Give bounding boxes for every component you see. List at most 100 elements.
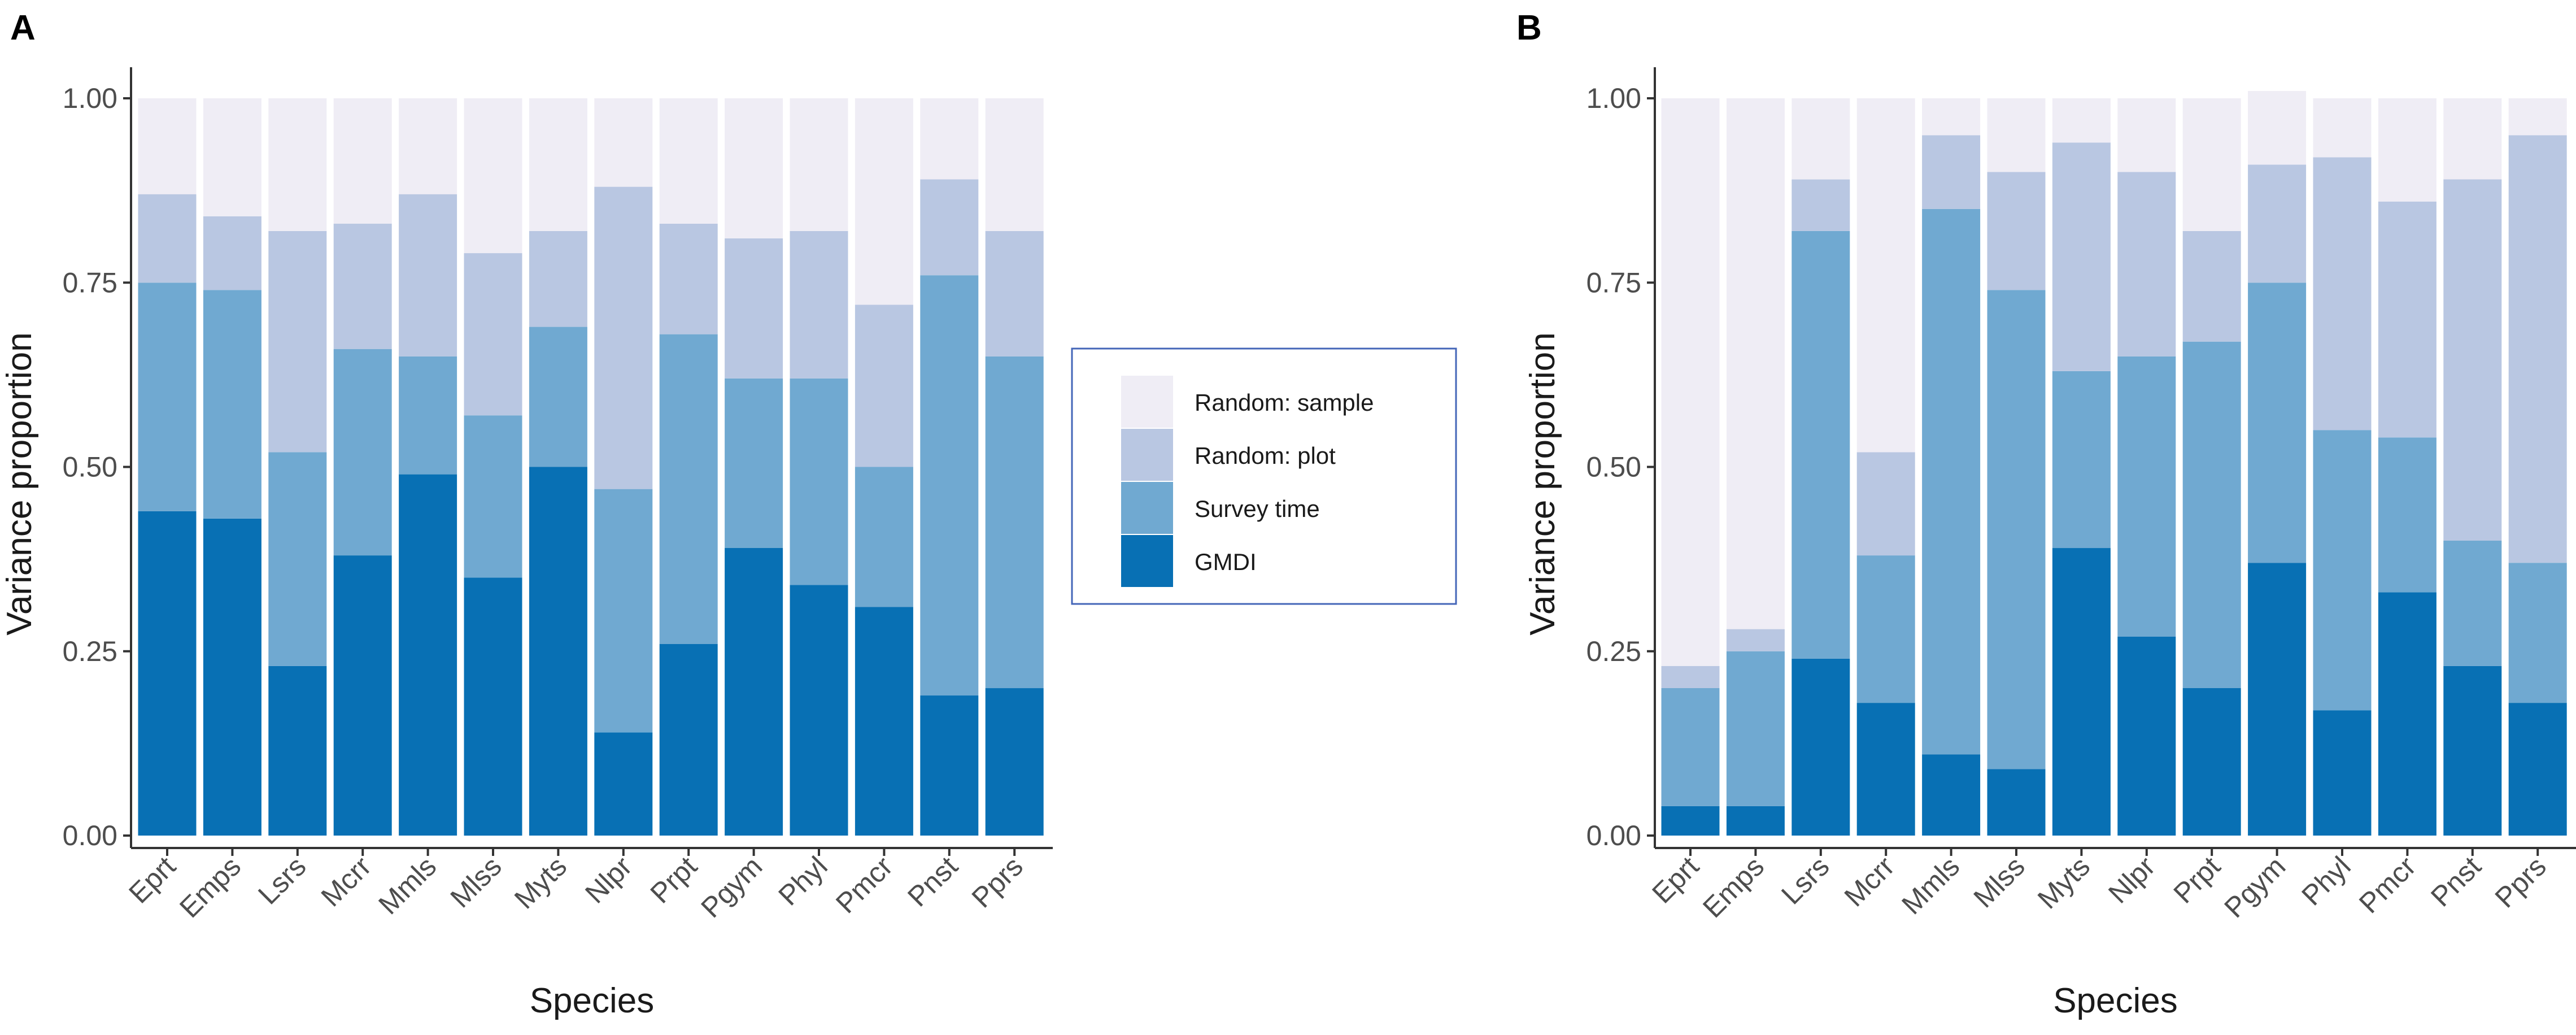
panel-b-bar-myts-random-plot [2052, 142, 2111, 371]
panel-a-x-axis-title: Species [530, 981, 655, 1020]
panel-a-x-tick-label-pprs: Pprs [966, 850, 1029, 914]
panel-b-bar-myts-survey-time [2052, 371, 2111, 549]
panel-b-bar-pnst-random-sample [2443, 98, 2502, 180]
panel-a-x-tick-label-emps: Emps [173, 850, 247, 924]
panel-a-bar-pmcr-random-plot [855, 305, 913, 467]
panel-a-bar-myts-random-sample [529, 98, 587, 231]
panel-b-bar-prpt-survey-time [2182, 341, 2241, 688]
panel-b-bar-lsrs-gmdi [1792, 658, 1850, 836]
panel-a-bar-pgym-random-sample [725, 98, 783, 238]
panel-a-x-tick-label-mcrr: Mcrr [315, 850, 377, 912]
panel-b-y-tick-label-0-75: 0.75 [1586, 267, 1641, 298]
panel-a-x-tick-label-pmcr: Pmcr [830, 850, 899, 919]
panel-b-bar-mlss-survey-time [1987, 290, 2046, 769]
panel-a-x-tick-label-lsrs: Lsrs [252, 850, 312, 910]
panel-b-bar-myts-gmdi [2052, 548, 2111, 836]
panel-a-bar-pprs-survey-time [985, 356, 1044, 689]
panel-a-bar-lsrs-random-sample [268, 98, 327, 231]
panel-a-bar-mcrr-random-sample [333, 98, 392, 224]
panel-a-bar-mlss-survey-time [464, 415, 522, 578]
legend-label-random-sample: Random: sample [1195, 389, 1374, 416]
legend-swatch-gmdi [1121, 535, 1173, 587]
panel-b-bar-mmls-random-plot [1922, 135, 1981, 209]
panel-b-bar-lsrs-survey-time [1792, 231, 1850, 659]
panel-b-bar-pnst-gmdi [2443, 666, 2502, 836]
panel-a-bar-prpt-gmdi [659, 643, 718, 836]
legend-swatch-random-sample [1121, 376, 1173, 428]
panel-a-bar-myts-random-plot [529, 231, 587, 327]
panel-a-bar-nlpr-gmdi [594, 732, 653, 836]
panel-b-bar-pgym-random-plot [2248, 164, 2307, 283]
panel-b-bar-pprs-gmdi [2508, 703, 2567, 836]
panel-a-y-axis-title: Variance proportion [0, 332, 39, 636]
panel-a-bar-prpt-random-plot [659, 223, 718, 334]
panel-b-bar-phyl-gmdi [2313, 710, 2372, 836]
legend-items: Random: sample Random: plot Survey time GMD… [1121, 376, 1374, 587]
panel-a-y-tick-label-0-25: 0.25 [63, 636, 117, 667]
panel-b-bar-pmcr-gmdi [2378, 592, 2436, 836]
legend-swatch-survey-time [1121, 482, 1173, 534]
panel-a-x-tick-label-pnst: Pnst [901, 850, 964, 912]
panel-b-bar-eprt-random-plot [1661, 666, 1720, 688]
panel-b-y-tick-label-0-00: 0.00 [1586, 820, 1641, 851]
panel-b-bar-mlss-random-sample [1987, 98, 2046, 172]
panel-b-x-tick-label-prpt: Prpt [2168, 850, 2227, 910]
panel-a-bar-myts-survey-time [529, 327, 587, 467]
panel-b-bar-pprs-random-plot [2508, 135, 2567, 563]
panel-a-bar-emps-random-plot [203, 216, 261, 290]
panel-b-x-tick-label-pmcr: Pmcr [2353, 850, 2422, 919]
panel-b-bar-emps-random-plot [1726, 629, 1785, 651]
panel-b-x-tick-label-pgym: Pgym [2218, 850, 2291, 924]
panel-b-x-tick-label-myts: Myts [2032, 850, 2096, 915]
panel-b-bar-pgym-survey-time [2248, 282, 2307, 563]
panel-b-y-tick-label-0-50: 0.50 [1586, 451, 1641, 483]
panel-a-bar-pprs-random-plot [985, 231, 1044, 356]
panel-a-x-tick-label-eprt: Eprt [123, 850, 182, 910]
panel-a-bar-mmls-random-plot [399, 194, 457, 356]
panel-b-bar-emps-gmdi [1726, 806, 1785, 836]
panel-b-bar-mmls-gmdi [1922, 754, 1981, 836]
panel-b-bar-pgym-random-sample [2248, 91, 2307, 165]
panel-b-bar-mmls-random-sample [1922, 98, 1981, 136]
panel-a-bar-pnst-survey-time [920, 275, 979, 696]
panel-a-y-tick-label-0-50: 0.50 [63, 451, 117, 483]
panel-a-bar-emps-gmdi [203, 518, 261, 836]
panel-b-letter: B [1516, 8, 1542, 47]
panel-a-bar-eprt-random-plot [138, 194, 197, 283]
panel-b-x-tick-label-mlss: Mlss [1968, 850, 2031, 914]
panel-a-bar-pmcr-gmdi [855, 607, 913, 836]
panel-b-bar-phyl-random-sample [2313, 98, 2372, 158]
panel-b-x-tick-label-pprs: Pprs [2489, 850, 2552, 914]
legend-label-survey-time: Survey time [1195, 495, 1320, 522]
panel-a-bar-pnst-gmdi [920, 695, 979, 836]
panel-a-bar-pgym-random-plot [725, 238, 783, 379]
panel-b-y-tick-label-0-25: 0.25 [1586, 636, 1641, 667]
panel-a-bar-phyl-random-sample [790, 98, 848, 231]
panel-a-x-tick-label-mlss: Mlss [444, 850, 508, 914]
panel-b-x-tick-label-mcrr: Mcrr [1838, 850, 1901, 912]
panel-a-bar-pgym-gmdi [725, 548, 783, 836]
panel-b-bar-eprt-random-sample [1661, 98, 1720, 666]
panel-b-bar-lsrs-random-sample [1792, 98, 1850, 180]
panel-a-bar-mlss-random-plot [464, 253, 522, 416]
panel-b-bar-lsrs-random-plot [1792, 179, 1850, 231]
panel-b-y-tick-label-1-00: 1.00 [1586, 82, 1641, 114]
panel-a-bar-mcrr-survey-time [333, 349, 392, 556]
panel-a-bar-mcrr-gmdi [333, 555, 392, 836]
panel-b-x-tick-label-mmls: Mmls [1895, 850, 1965, 920]
panel-a-bar-pgym-survey-time [725, 378, 783, 548]
panel-b-bar-mlss-gmdi [1987, 769, 2046, 836]
panel-b-bar-nlpr-random-sample [2117, 98, 2176, 172]
panel-b-bar-pmcr-random-plot [2378, 201, 2436, 438]
panel-a-y-tick-label-0-00: 0.00 [63, 820, 117, 851]
panel-b-bar-pgym-gmdi [2248, 563, 2307, 836]
panel-a-bar-mmls-survey-time [399, 356, 457, 475]
panel-b-bar-mcrr-survey-time [1856, 555, 1915, 703]
panel-a-bar-phyl-gmdi [790, 585, 848, 836]
panel-a-x-tick-label-prpt: Prpt [644, 850, 704, 910]
legend-swatch-random-plot [1121, 429, 1173, 481]
panel-b-x-tick-label-phyl: Phyl [2295, 850, 2356, 911]
panel-a-bar-eprt-gmdi [138, 511, 197, 836]
panel-b-bar-pnst-survey-time [2443, 541, 2502, 666]
